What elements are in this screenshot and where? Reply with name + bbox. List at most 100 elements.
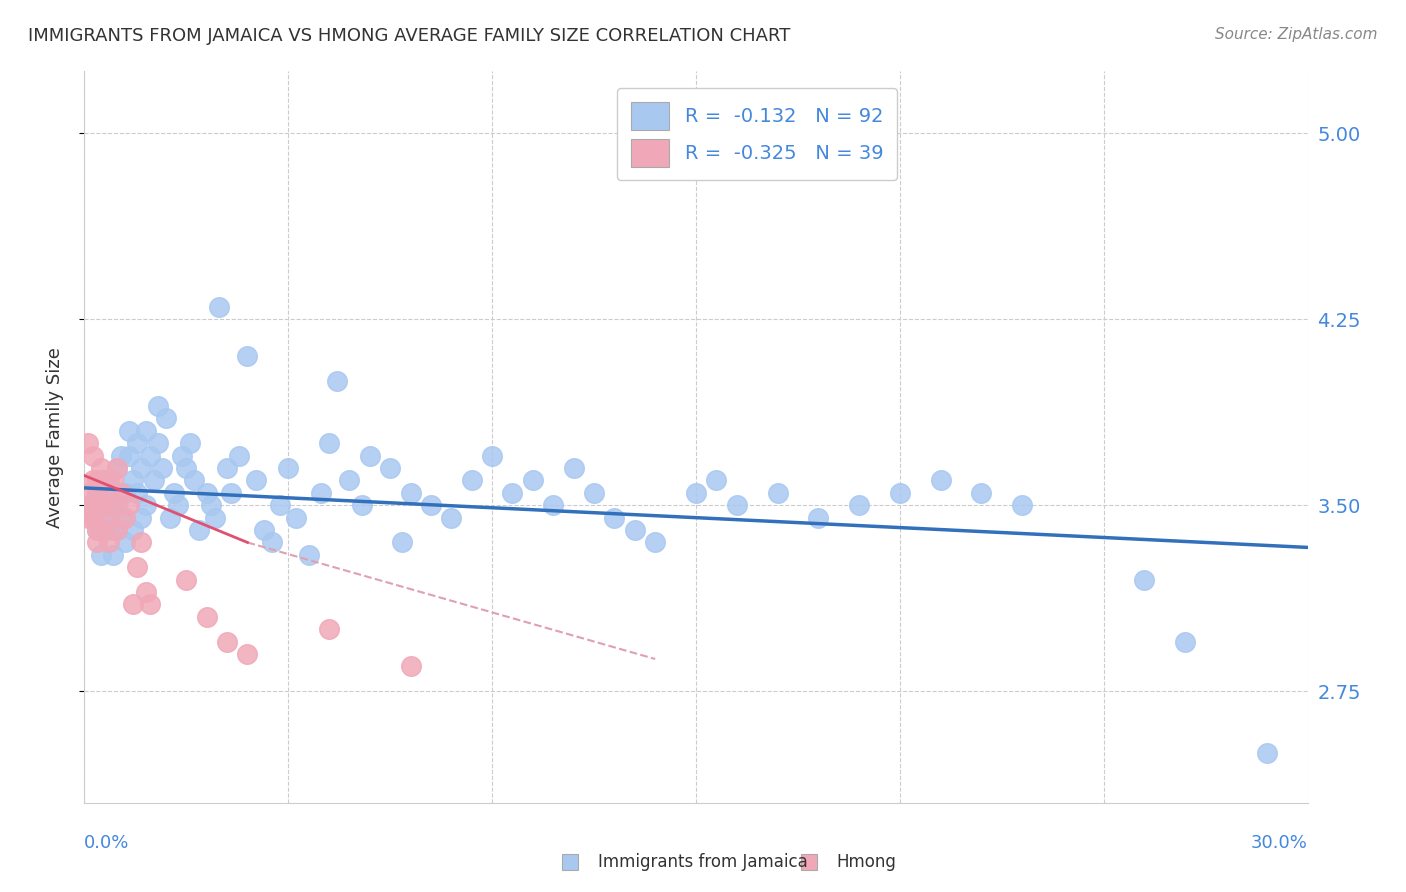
Point bbox=[217, 461, 239, 475]
Point bbox=[245, 474, 267, 488]
Point bbox=[260, 535, 283, 549]
Point bbox=[122, 598, 145, 612]
Point bbox=[82, 449, 104, 463]
Point bbox=[1256, 746, 1278, 760]
Point bbox=[807, 510, 830, 524]
Point bbox=[110, 449, 132, 463]
Point bbox=[236, 647, 259, 661]
Point bbox=[481, 449, 503, 463]
Point bbox=[90, 498, 112, 512]
Point bbox=[135, 585, 157, 599]
Point bbox=[889, 486, 911, 500]
Point bbox=[217, 634, 239, 648]
Point bbox=[97, 486, 120, 500]
Point bbox=[131, 510, 153, 524]
Point bbox=[970, 486, 993, 500]
Point bbox=[105, 461, 128, 475]
Text: Source: ZipAtlas.com: Source: ZipAtlas.com bbox=[1215, 27, 1378, 42]
Point bbox=[86, 523, 108, 537]
Point bbox=[522, 474, 544, 488]
Point bbox=[172, 449, 194, 463]
Point bbox=[97, 535, 120, 549]
Point bbox=[77, 486, 100, 500]
Point bbox=[77, 498, 100, 512]
Point bbox=[82, 510, 104, 524]
Point bbox=[93, 510, 117, 524]
Point bbox=[97, 486, 120, 500]
Point bbox=[179, 436, 201, 450]
Point bbox=[285, 510, 308, 524]
Point bbox=[200, 498, 222, 512]
Point bbox=[277, 461, 299, 475]
Point bbox=[318, 622, 340, 636]
Point bbox=[101, 498, 124, 512]
Point bbox=[82, 510, 104, 524]
Point bbox=[90, 474, 112, 488]
Point bbox=[440, 510, 463, 524]
Point bbox=[583, 486, 606, 500]
Point bbox=[350, 498, 373, 512]
Point bbox=[1011, 498, 1033, 512]
Point bbox=[110, 486, 132, 500]
Point bbox=[86, 523, 108, 537]
Point bbox=[163, 486, 186, 500]
Text: 30.0%: 30.0% bbox=[1251, 834, 1308, 852]
Point bbox=[253, 523, 276, 537]
Point bbox=[183, 474, 205, 488]
Point bbox=[391, 535, 413, 549]
Point bbox=[105, 461, 128, 475]
Point bbox=[1133, 573, 1156, 587]
Point bbox=[603, 510, 626, 524]
Point bbox=[380, 461, 402, 475]
Point bbox=[399, 486, 422, 500]
Point bbox=[1174, 634, 1197, 648]
Point bbox=[146, 399, 169, 413]
Point bbox=[118, 424, 141, 438]
Point bbox=[929, 474, 952, 488]
Point bbox=[86, 535, 108, 549]
Point bbox=[502, 486, 524, 500]
Point bbox=[127, 560, 149, 574]
Point bbox=[176, 573, 198, 587]
Text: Hmong: Hmong bbox=[837, 853, 897, 871]
Legend: R =  -0.132   N = 92, R =  -0.325   N = 39: R = -0.132 N = 92, R = -0.325 N = 39 bbox=[617, 88, 897, 180]
Point bbox=[122, 523, 145, 537]
Point bbox=[204, 510, 226, 524]
Point bbox=[127, 486, 149, 500]
Point bbox=[269, 498, 291, 512]
Point bbox=[208, 300, 231, 314]
Point bbox=[118, 449, 141, 463]
Point bbox=[101, 523, 124, 537]
Point bbox=[706, 474, 728, 488]
Point bbox=[176, 461, 198, 475]
Point bbox=[122, 474, 145, 488]
Point bbox=[228, 449, 250, 463]
Text: Immigrants from Jamaica: Immigrants from Jamaica bbox=[598, 853, 807, 871]
Point bbox=[77, 436, 100, 450]
Point bbox=[766, 486, 789, 500]
Point bbox=[543, 498, 565, 512]
Point bbox=[142, 474, 165, 488]
Point bbox=[90, 548, 112, 562]
Point bbox=[86, 486, 108, 500]
Point bbox=[82, 498, 104, 512]
Point bbox=[90, 474, 112, 488]
Point bbox=[138, 598, 160, 612]
Point bbox=[86, 486, 108, 500]
Point bbox=[97, 474, 120, 488]
Point bbox=[114, 510, 136, 524]
Point bbox=[101, 548, 124, 562]
Point bbox=[298, 548, 321, 562]
Point bbox=[105, 498, 128, 512]
Point bbox=[848, 498, 870, 512]
Point bbox=[118, 498, 141, 512]
Point bbox=[461, 474, 484, 488]
Point bbox=[101, 474, 124, 488]
Point bbox=[93, 474, 117, 488]
Point bbox=[318, 436, 340, 450]
Point bbox=[77, 510, 100, 524]
Point bbox=[399, 659, 422, 673]
Point bbox=[359, 449, 381, 463]
Point bbox=[135, 424, 157, 438]
Point bbox=[127, 436, 149, 450]
